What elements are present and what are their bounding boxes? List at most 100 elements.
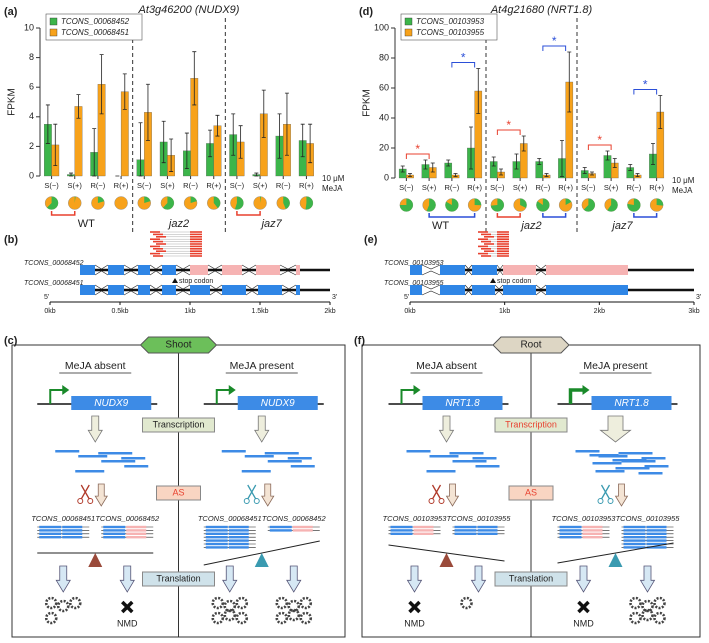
scissors [600,484,611,500]
error-bar [476,68,481,114]
significance-label: * [552,34,557,48]
pie-slice [234,196,244,210]
fulcrum [88,553,103,567]
flow-arrow [261,483,275,507]
treatment-label: MeJA [322,184,343,193]
isoform-exons [62,536,83,539]
panel-label: (e) [364,234,378,246]
tissue-label: Root [520,340,541,351]
isoform-exons [126,536,147,539]
isoform-exons [646,532,667,535]
y-tick-label: 60 [379,82,389,92]
y-tick-label: 8 [29,52,34,62]
error-bar [308,123,313,164]
pie-connector [50,211,76,216]
isoform-exons [559,532,582,535]
flow-arrow [470,565,487,593]
scissors [77,498,84,504]
promoter-head [228,385,236,395]
isoform-exons [205,525,228,529]
legend-label: TCONS_00103955 [416,28,485,37]
error-bar [491,156,496,167]
transcript [98,452,133,455]
x-tick-label: R(−) [183,181,198,190]
significance-bracket [542,45,567,51]
gene-label: NUDX9 [94,398,128,409]
isoform-exons [269,525,292,529]
end-label: 5' [44,294,49,301]
tissue-badge [139,336,218,354]
x-tick-label: R(−) [91,181,106,190]
error-bar [69,172,74,177]
isoform-exons [390,529,413,532]
isoform-exons [228,546,249,549]
isoform-exons [62,529,83,532]
step-label: AS [525,487,537,497]
scissors [431,484,442,500]
nmd-label: NMD [117,618,138,628]
isoform-label: TCONS_00068452 [95,514,160,523]
step-label: Transcription [153,419,205,429]
transcript [615,467,650,470]
error-bar [53,123,58,167]
protein [287,599,301,613]
end-label: 3' [332,294,337,301]
x-tick-label: S(+) [604,183,619,192]
isoform-exons [623,532,646,535]
legend-label: TCONS_00068452 [61,17,130,26]
isoform-exons [413,532,434,535]
legend-box [45,13,143,41]
intron [149,284,163,296]
error-bar [238,125,243,159]
condition-label: MeJA absent [416,360,477,372]
flow-arrow [406,565,423,593]
transcript [641,457,666,460]
error-bar [284,92,289,156]
exon [162,285,176,295]
error-bar [650,143,655,165]
isoform-exons [205,532,228,535]
condition-label: MeJA present [583,360,647,372]
stop-marker [490,278,496,283]
transcript [406,450,431,453]
scissors [87,498,94,504]
error-bar [45,104,50,144]
protein [68,596,82,610]
gene-label: NRT1.8 [445,398,480,409]
pie-connector [428,213,476,218]
pie-slice [474,198,482,206]
fulcrum [608,553,623,567]
transcript [589,454,619,457]
group-label: WT [432,220,449,232]
isoform-exons [103,532,126,535]
error-bar [446,159,451,167]
isoform-exons [646,542,667,546]
isoform-exons [623,542,646,546]
gene-label: NRT1.8 [614,398,649,409]
group-label: WT [78,218,95,230]
x-tick-label: S(−) [581,183,596,192]
isoform-exons [205,529,228,532]
transcript [592,462,622,465]
significance-bracket [451,62,476,68]
x-tick-label: S(+) [513,183,528,192]
protein [641,599,654,613]
chart-title: At3g46200 (NUDX9) [138,4,240,16]
step-box [156,485,201,501]
transcript [101,460,136,463]
isoform-exons [559,529,582,532]
transcript [264,452,299,455]
intron [241,264,257,276]
legend-label: TCONS_00103953 [416,17,485,26]
exon [222,265,242,275]
x-tick-label: R(+) [114,181,129,190]
pie-connector [542,213,567,218]
isoform-exons [269,529,292,532]
isoform-label: TCONS_00068451 [31,514,95,523]
transcript [244,455,274,458]
isoform-exons [205,546,228,549]
pie-slice [607,198,618,212]
gene-label: NUDX9 [261,398,295,409]
isoform-exons [582,536,603,539]
intron [94,264,109,276]
